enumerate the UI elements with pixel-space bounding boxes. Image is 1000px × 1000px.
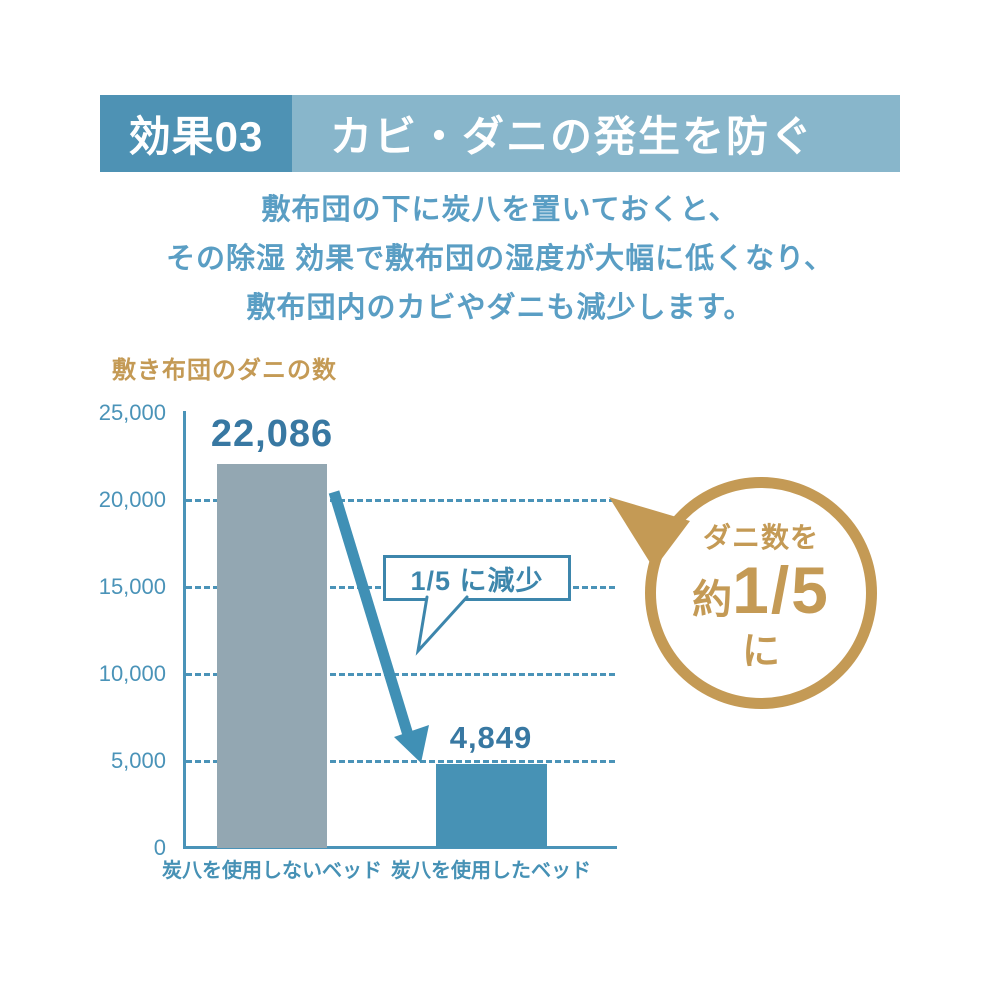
badge-fraction: 1/5 (732, 552, 830, 627)
intro-line-1: 敷布団の下に炭八を置いておくと、 (261, 194, 739, 226)
intro-line-2: その除湿 効果で敷布団の湿度が大幅に低くなり、 (166, 243, 834, 275)
intro-text: 敷布団の下に炭八を置いておくと、 その除湿 効果で敷布団の湿度が大幅に低くなり、… (0, 186, 1000, 333)
x-label-with-sumihachi: 炭八を使用したベッド (391, 860, 591, 882)
chart-title: 敷き布団のダニの数 (112, 357, 337, 384)
intro-line-3: 敷布団内のカビやダニも減少します。 (246, 292, 754, 324)
badge-line2: 約 1/5 (692, 552, 830, 628)
y-tick-20000: 20,000 (98, 487, 166, 512)
one-fifth-badge: ダニ数を 約 1/5 に (645, 477, 877, 709)
section-header: 効果03 カビ・ダニの発生を防ぐ (100, 95, 900, 172)
y-tick-0: 0 (153, 835, 166, 860)
value-label-with-sumihachi: 4,849 (449, 720, 533, 755)
effect-number-text: 効果03 (128, 113, 264, 160)
y-axis-line (183, 411, 186, 848)
header-title-bar: カビ・ダニの発生を防ぐ (292, 95, 900, 172)
y-tick-10000: 10,000 (98, 661, 166, 686)
x-label-without-sumihachi: 炭八を使用しないベッド (162, 860, 382, 882)
effect-number-badge: 効果03 (100, 95, 292, 172)
bar-with-sumihachi (436, 764, 547, 848)
bar-without-sumihachi (217, 464, 327, 848)
badge-line3: に (741, 630, 780, 673)
header-title-text: カビ・ダニの発生を防ぐ (330, 113, 815, 160)
badge-line1: ダニ数を (702, 521, 819, 553)
reduction-callout-text: 1/5 に減少 (410, 565, 544, 596)
reduction-callout: 1/5 に減少 (383, 555, 571, 601)
value-label-without-sumihachi: 22,086 (210, 413, 334, 455)
badge-approx: 約 (692, 577, 733, 622)
y-tick-5000: 5,000 (110, 748, 166, 773)
x-axis-line (183, 846, 617, 849)
callout-tail (415, 595, 469, 656)
y-tick-25000: 25,000 (98, 400, 166, 425)
y-tick-15000: 15,000 (98, 574, 166, 599)
